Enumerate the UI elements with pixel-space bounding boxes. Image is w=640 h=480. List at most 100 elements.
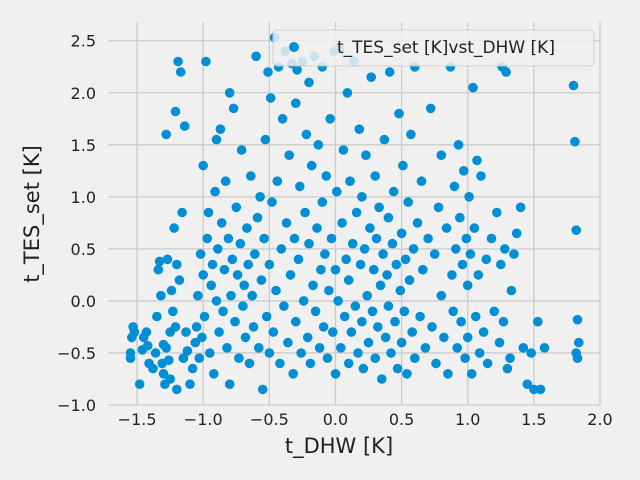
data-point [256,275,267,285]
data-point [572,314,583,325]
data-point [406,129,416,140]
data-point [404,275,415,285]
data-point [500,244,510,254]
x-tick-label: −0.5 [250,410,289,429]
data-point [250,249,260,259]
data-point [330,369,341,379]
data-point [468,82,478,93]
data-point [489,306,500,317]
data-point [191,322,202,332]
data-point [394,108,404,119]
data-point [369,264,379,275]
data-point [238,301,248,311]
data-point [288,369,299,379]
data-point [179,121,190,131]
data-point [161,129,171,140]
data-point [396,228,407,239]
data-point [216,218,227,228]
data-point [302,332,313,343]
data-point [271,285,281,296]
data-point [466,369,477,379]
data-point [228,103,239,114]
data-point [347,238,358,249]
data-point [338,145,349,155]
data-point [476,171,486,181]
data-point [462,332,473,343]
data-point [224,379,235,390]
data-point [301,129,312,140]
data-point [509,249,519,259]
data-point [398,160,408,171]
data-point [482,358,493,369]
data-point [298,296,309,306]
data-point [380,332,391,343]
data-point [343,275,354,285]
data-point [308,280,318,291]
data-point [304,238,314,249]
data-point [436,150,447,160]
data-point [314,343,325,353]
data-point [169,223,179,233]
data-point [178,353,189,364]
y-tick-label: −0.5 [57,344,96,363]
data-point [384,67,395,77]
data-point [168,306,178,317]
data-point [158,369,169,379]
data-point [526,348,536,358]
data-point [469,223,480,233]
data-point [284,150,295,160]
tick-labels: −1.5 −1.0 −0.5 0.0 0.5 1.0 1.5 2.0 −1.0 −0.5 0.0 0.… [57,32,613,429]
data-point [281,218,292,228]
data-point [141,327,152,337]
data-point [162,254,173,265]
data-point [350,301,361,311]
data-point [328,327,338,337]
data-point [425,103,436,114]
data-point [195,249,206,259]
data-point [460,353,470,364]
data-point [498,316,509,327]
data-point [351,207,362,218]
data-point [511,228,522,239]
data-point [206,280,216,291]
data-point [322,353,333,364]
data-point [219,264,230,275]
data-point [207,259,218,270]
data-point [412,218,423,228]
data-point [502,363,513,374]
data-point [296,348,306,358]
data-point [304,77,314,88]
data-point [370,353,381,364]
data-point [357,316,367,327]
data-point [213,244,223,254]
data-point [361,150,371,160]
data-point [363,337,374,348]
data-point [190,337,201,348]
data-point [357,192,367,202]
data-point [390,316,400,327]
data-point [453,140,464,150]
data-point [373,322,383,332]
data-point [209,369,219,379]
data-point [289,233,300,244]
y-tick-label: 2.0 [71,84,96,103]
data-point [198,270,208,280]
data-point [170,106,181,117]
data-point [125,348,136,358]
x-tick-label: 1.5 [521,410,546,429]
data-point [277,114,288,124]
data-point [407,327,418,337]
data-point [522,379,533,390]
data-point [267,197,277,207]
data-point [362,290,373,301]
data-point [387,238,398,249]
data-point [420,343,431,353]
data-point [260,134,271,145]
data-point [326,233,337,244]
data-point [291,98,301,108]
data-point [295,181,305,192]
data-point [187,363,198,374]
data-point [236,145,247,155]
data-point [275,358,285,369]
data-point [134,379,145,390]
